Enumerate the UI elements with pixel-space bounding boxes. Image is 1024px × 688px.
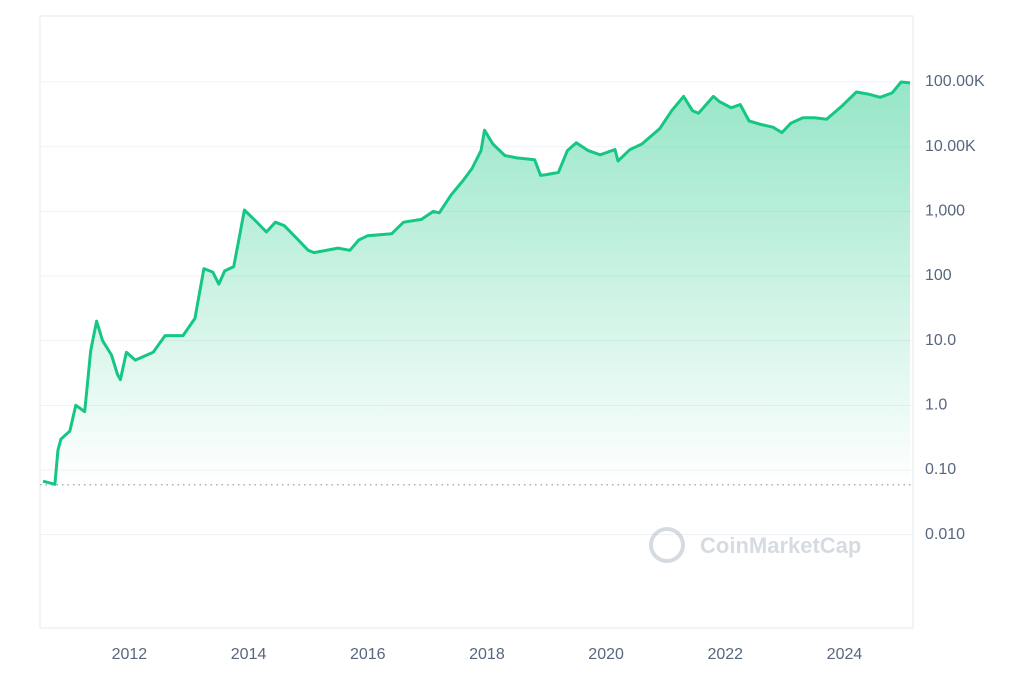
x-tick-label: 2020 bbox=[588, 646, 624, 663]
y-tick-label: 0.010 bbox=[925, 526, 965, 543]
x-tick-label: 2014 bbox=[231, 646, 267, 663]
y-tick-label: 1,000 bbox=[925, 203, 965, 220]
area-fill bbox=[43, 82, 910, 485]
plot-frame bbox=[39, 15, 914, 629]
x-tick-label: 2024 bbox=[827, 646, 863, 663]
x-tick-label: 2022 bbox=[707, 646, 743, 663]
plot bbox=[40, 80, 913, 486]
x-tick-label: 2018 bbox=[469, 646, 505, 663]
watermark-logo bbox=[649, 527, 685, 563]
y-tick-label: 10.0 bbox=[925, 332, 956, 349]
price-line bbox=[42, 80, 911, 486]
y-tick-label: 10.00K bbox=[925, 138, 976, 155]
y-tick-label: 100.00K bbox=[925, 73, 985, 90]
x-tick-label: 2012 bbox=[112, 646, 148, 663]
y-tick-label: 100 bbox=[925, 267, 952, 284]
axes: 0.010 0.10 1.0 10.0 100 1,000 10.00K 100.00K 201… bbox=[112, 73, 985, 663]
x-tick-label: 2016 bbox=[350, 646, 386, 663]
y-tick-label: 0.10 bbox=[925, 461, 956, 478]
y-tick-label: 1.0 bbox=[925, 397, 947, 414]
watermark: CoinMarketCap bbox=[700, 533, 861, 558]
watermark-group: CoinMarketCap bbox=[649, 527, 861, 563]
